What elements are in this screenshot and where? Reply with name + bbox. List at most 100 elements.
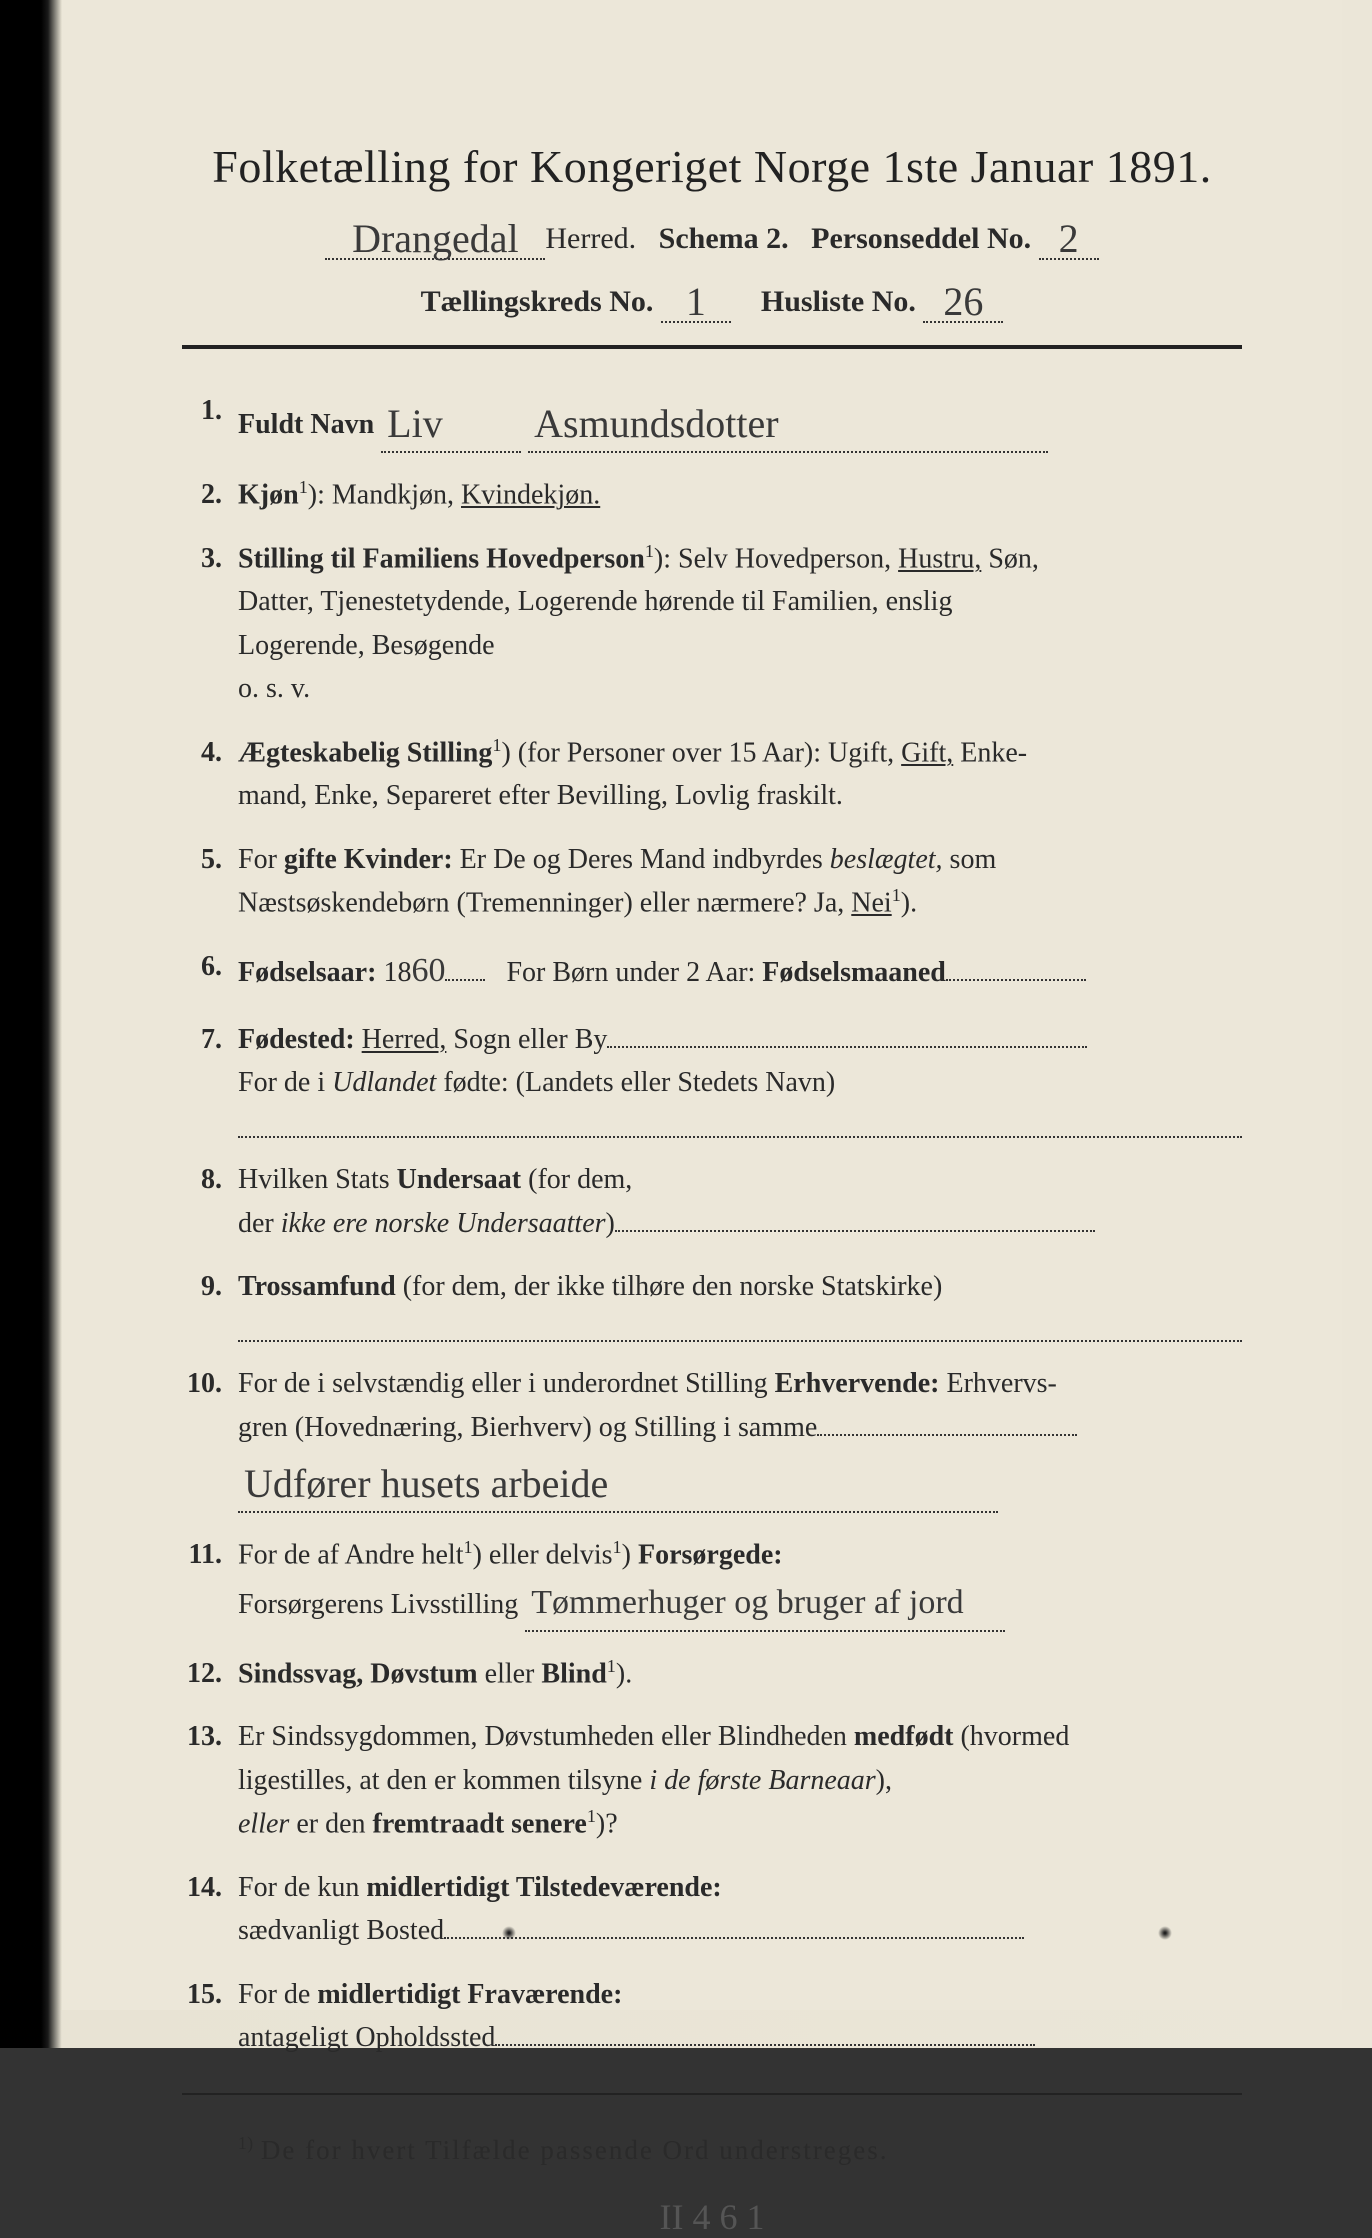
q11-fors: Forsørgede:: [638, 1540, 783, 1571]
q13-senere: fremtraadt senere: [373, 1808, 587, 1839]
field-7: 7. Fødested: Herred, Sogn eller By For d…: [182, 1018, 1242, 1139]
q3-opt-son: Søn,: [988, 543, 1039, 574]
q5-som: som: [950, 844, 997, 875]
field-num: 9.: [182, 1265, 238, 1342]
q7-herred: Herred,: [362, 1024, 447, 1055]
field-1: 1. Fuldt Navn Liv Asmundsdotter: [182, 389, 1242, 453]
q10-line2: gren (Hovednæring, Bierhverv) og Stillin…: [238, 1412, 817, 1443]
q7-line2a: For de i: [238, 1067, 325, 1098]
footnote-marker: 1): [238, 2133, 254, 2153]
q8-paren: (for dem,: [528, 1164, 632, 1195]
field-num: 1.: [182, 389, 238, 453]
q9-label: Trossamfund: [238, 1271, 396, 1302]
field-12: 12. Sindssvag, Døvstum eller Blind1).: [182, 1652, 1242, 1696]
q13-barneaar: i de første Barneaar: [649, 1765, 875, 1796]
q1-label: Fuldt Navn: [238, 409, 374, 440]
field-num: 10.: [182, 1362, 238, 1513]
schema-label: Schema 2.: [659, 222, 789, 255]
q7-line2b: fødte: (Landets eller Stedets Navn): [443, 1067, 835, 1098]
q1-first: Liv: [387, 401, 443, 446]
herred-label: Herred.: [545, 222, 636, 255]
q13-line2b: ),: [876, 1765, 892, 1796]
q14-line2: sædvanligt Bosted: [238, 1915, 444, 1946]
q11-line1a: For de af Andre helt: [238, 1540, 464, 1571]
q14-line1a: For de kun: [238, 1872, 359, 1903]
q13-medfodt: medfødt: [854, 1721, 954, 1752]
herred-value: Drangedal: [352, 216, 519, 261]
q3-line2: Datter, Tjenestetydende, Logerende høren…: [238, 586, 952, 617]
q12-b: Sindssvag, Døvstum: [238, 1658, 478, 1689]
q6-year-hand: 60: [411, 952, 445, 989]
q4-line2: mand, Enke, Separeret efter Bevilling, L…: [238, 780, 843, 811]
q13-line1b: (hvormed: [960, 1721, 1069, 1752]
q12-eller: eller: [485, 1658, 535, 1689]
q11-hand: Tømmerhuger og bruger af jord: [531, 1584, 963, 1621]
field-num: 15.: [182, 1973, 238, 2060]
field-num: 4.: [182, 731, 238, 818]
field-3: 3. Stilling til Familiens Hovedperson1):…: [182, 537, 1242, 711]
q9-blank-line: [238, 1314, 1242, 1342]
q2-opt-kvinde: Kvindekjøn.: [461, 479, 600, 510]
field-num: 7.: [182, 1018, 238, 1139]
q2-label: Kjøn: [238, 479, 299, 510]
q6-label: Fødselsaar:: [238, 957, 376, 988]
q8-undersaat: Undersaat: [397, 1164, 521, 1195]
q2-opt-mand: Mandkjøn,: [332, 479, 454, 510]
field-2: 2. Kjøn1): Mandkjøn, Kvindekjøn.: [182, 473, 1242, 517]
q6-rest: For Børn under 2 Aar:: [506, 957, 755, 988]
q3-opt-hustru: Hustru,: [898, 543, 981, 574]
q3-line3: Logerende, Besøgende: [238, 630, 495, 661]
q4-ugift: Ugift,: [828, 737, 894, 768]
field-14: 14. For de kun midlertidigt Tilstedevære…: [182, 1866, 1242, 1953]
field-10: 10. For de i selvstændig eller i underor…: [182, 1362, 1242, 1513]
q5-line2a: Næstsøskendebørn (Tremenninger) eller næ…: [238, 887, 844, 918]
field-num: 13.: [182, 1715, 238, 1846]
q8-der: der: [238, 1208, 274, 1239]
footnote-text: De for hvert Tilfælde passende Ord under…: [261, 2135, 889, 2165]
q12-blind: Blind: [541, 1658, 606, 1689]
q7-udlandet: Udlandet: [332, 1067, 436, 1098]
q13-line2a: ligestilles, at den er kommen tilsyne: [238, 1765, 642, 1796]
q4-paren: (for Personer over 15 Aar):: [518, 737, 821, 768]
field-num: 8.: [182, 1158, 238, 1245]
q1-last: Asmundsdotter: [534, 401, 778, 446]
q5-gifte: gifte Kvinder:: [284, 844, 453, 875]
q3-line4: o. s. v.: [238, 673, 310, 704]
q4-gift: Gift,: [901, 737, 953, 768]
q6-year-prefix: 18: [383, 957, 411, 988]
kreds-label: Tællingskreds No.: [421, 285, 654, 318]
bottom-handwriting: II 4 6 1: [182, 2196, 1242, 2238]
q4-enke: Enke-: [960, 737, 1027, 768]
page-title: Folketælling for Kongeriget Norge 1ste J…: [182, 140, 1242, 193]
q9-rest: (for dem, der ikke tilhøre den norske St…: [403, 1271, 943, 1302]
field-num: 11.: [182, 1533, 238, 1631]
q4-label: Ægteskabelig Stilling: [238, 737, 492, 768]
field-5: 5. For gifte Kvinder: Er De og Deres Man…: [182, 838, 1242, 925]
field-num: 5.: [182, 838, 238, 925]
field-15: 15. For de midlertidigt Fraværende: anta…: [182, 1973, 1242, 2060]
q8-line1: Hvilken Stats: [238, 1164, 390, 1195]
q10-line1a: For de i selvstændig eller i underordnet…: [238, 1368, 768, 1399]
divider-top: [182, 345, 1242, 349]
q15-b: midlertidigt Fraværende:: [317, 1979, 622, 2010]
q15-line2: antageligt Opholdssted: [238, 2022, 495, 2053]
q13-line1a: Er Sindssygdommen, Døvstumheden eller Bl…: [238, 1721, 847, 1752]
header-line-2: Drangedal Herred. Schema 2. Personseddel …: [182, 211, 1242, 260]
q6-maaned: Fødselsmaaned: [762, 957, 946, 988]
ink-smudge: [502, 1926, 516, 1940]
field-6: 6. Fødselsaar: 1860 For Børn under 2 Aar…: [182, 945, 1242, 998]
field-num: 12.: [182, 1652, 238, 1696]
q5-nei: Nei: [851, 887, 891, 918]
personseddel-no: 2: [1059, 216, 1079, 261]
divider-bottom: [182, 2093, 1242, 2095]
field-9: 9. Trossamfund (for dem, der ikke tilhør…: [182, 1265, 1242, 1342]
kreds-no: 1: [686, 279, 706, 324]
q11-line1b: eller delvis: [489, 1540, 613, 1571]
scan-background: Folketælling for Kongeriget Norge 1ste J…: [0, 0, 1372, 2048]
q3-opt-selv: Selv Hovedperson,: [678, 543, 891, 574]
q10-erhv: Erhvervende:: [775, 1368, 940, 1399]
q10-line1c: Erhvervs-: [946, 1368, 1056, 1399]
field-num: 2.: [182, 473, 238, 517]
q7-blank-line: [238, 1110, 1242, 1138]
personseddel-label: Personseddel No.: [811, 222, 1031, 255]
